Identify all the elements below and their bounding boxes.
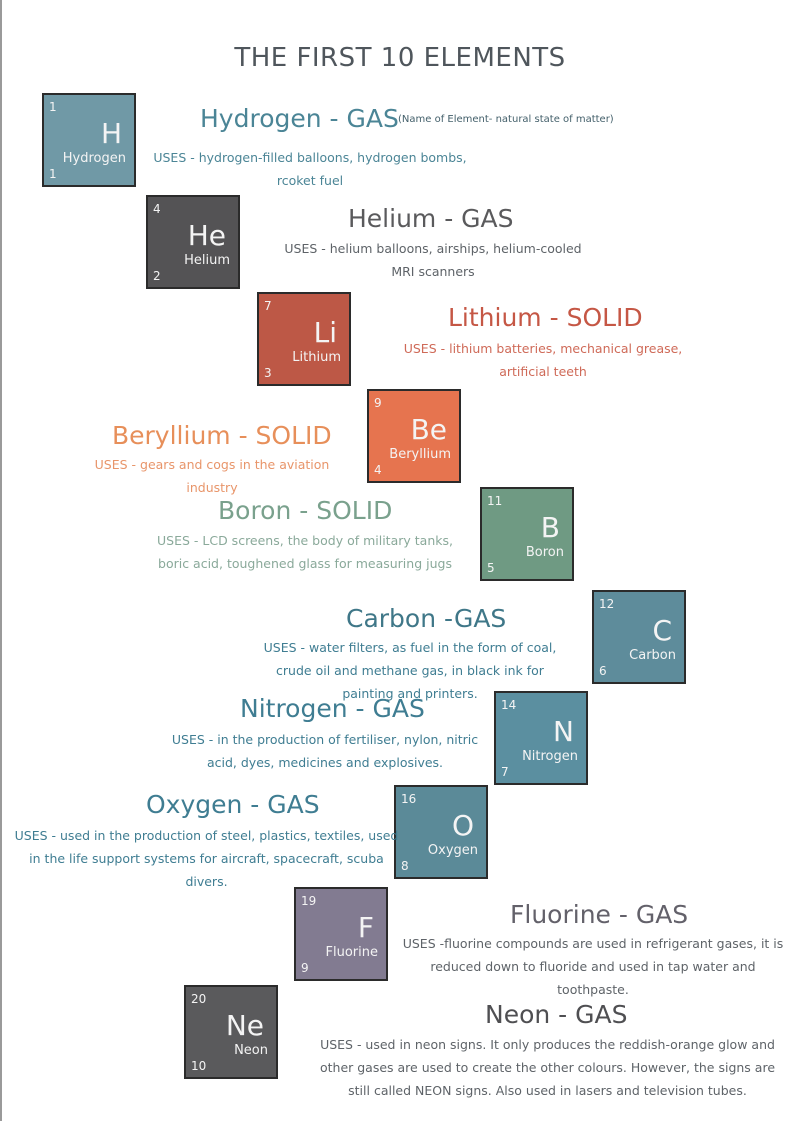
element-heading-neon: Neon - GAS bbox=[485, 1000, 628, 1029]
atomic-number: 6 bbox=[599, 664, 607, 678]
element-tile-lithium: 7 Li Lithium 3 bbox=[257, 292, 351, 386]
element-uses-fluorine: USES -fluorine compounds are used in ref… bbox=[402, 936, 784, 997]
element-symbol: H bbox=[100, 117, 122, 150]
element-name: Hydrogen bbox=[62, 151, 126, 166]
atomic-number: 8 bbox=[401, 859, 409, 873]
element-tile-helium: 4 He Helium 2 bbox=[146, 195, 240, 289]
mass-number: 9 bbox=[374, 396, 382, 410]
atomic-number: 4 bbox=[374, 463, 382, 477]
atomic-number: 10 bbox=[191, 1059, 207, 1073]
element-name: Nitrogen bbox=[522, 749, 578, 764]
element-tile-beryllium: 9 Be Beryllium 4 bbox=[367, 389, 461, 483]
element-symbol: O bbox=[451, 809, 474, 842]
element-symbol: C bbox=[652, 614, 672, 647]
element-tile-nitrogen: 14 N Nitrogen 7 bbox=[494, 691, 588, 785]
mass-number: 1 bbox=[49, 100, 57, 114]
mass-number: 11 bbox=[487, 494, 503, 508]
mass-number: 14 bbox=[501, 698, 517, 712]
atomic-number: 2 bbox=[153, 269, 161, 283]
element-heading-hydrogen: Hydrogen - GAS bbox=[200, 104, 399, 133]
element-uses-beryllium: USES - gears and cogs in the aviation in… bbox=[94, 457, 330, 495]
element-uses-neon: USES - used in neon signs. It only produ… bbox=[319, 1037, 776, 1098]
atomic-number: 9 bbox=[301, 961, 309, 975]
element-uses-boron: USES - LCD screens, the body of military… bbox=[157, 533, 453, 571]
element-heading-carbon: Carbon -GAS bbox=[346, 604, 507, 633]
element-heading-fluorine: Fluorine - GAS bbox=[510, 900, 689, 929]
element-name: Boron bbox=[525, 545, 564, 560]
element-heading-lithium: Lithium - SOLID bbox=[448, 303, 643, 332]
element-name: Carbon bbox=[629, 648, 676, 663]
element-name: Neon bbox=[234, 1043, 268, 1058]
element-uses-nitrogen: USES - in the production of fertiliser, … bbox=[171, 732, 479, 770]
element-heading-helium: Helium - GAS bbox=[348, 204, 514, 233]
element-name: Beryllium bbox=[389, 447, 451, 462]
mass-number: 16 bbox=[401, 792, 417, 806]
mass-number: 4 bbox=[153, 202, 161, 216]
mass-number: 7 bbox=[264, 299, 272, 313]
legend-note: (Name of Element- natural state of matte… bbox=[398, 114, 614, 125]
element-symbol: B bbox=[540, 511, 560, 544]
element-tile-oxygen: 16 O Oxygen 8 bbox=[394, 785, 488, 879]
element-symbol: He bbox=[187, 219, 226, 252]
element-uses-helium: USES - helium balloons, airships, helium… bbox=[284, 241, 582, 279]
page-title: THE FIRST 10 ELEMENTS bbox=[234, 43, 566, 74]
atomic-number: 3 bbox=[264, 366, 272, 380]
mass-number: 19 bbox=[301, 894, 317, 908]
element-tile-neon: 20 Ne Neon 10 bbox=[184, 985, 278, 1079]
element-uses-carbon: USES - water filters, as fuel in the for… bbox=[263, 640, 557, 701]
element-uses-oxygen: USES - used in the production of steel, … bbox=[14, 828, 399, 889]
element-uses-lithium: USES - lithium batteries, mechanical gre… bbox=[403, 341, 683, 379]
element-heading-beryllium: Beryllium - SOLID bbox=[112, 421, 332, 450]
element-symbol: N bbox=[553, 715, 574, 748]
element-name: Helium bbox=[184, 253, 230, 268]
element-uses-hydrogen: USES - hydrogen-filled balloons, hydroge… bbox=[153, 150, 467, 188]
mass-number: 20 bbox=[191, 992, 207, 1006]
atomic-number: 7 bbox=[501, 765, 509, 779]
element-symbol: Be bbox=[410, 413, 447, 446]
element-name: Oxygen bbox=[427, 843, 478, 858]
mass-number: 12 bbox=[599, 597, 615, 611]
element-tile-carbon: 12 C Carbon 6 bbox=[592, 590, 686, 684]
element-heading-oxygen: Oxygen - GAS bbox=[146, 790, 320, 819]
element-heading-boron: Boron - SOLID bbox=[218, 496, 393, 525]
atomic-number: 1 bbox=[49, 167, 57, 181]
element-symbol: F bbox=[357, 911, 374, 944]
element-name: Fluorine bbox=[325, 945, 378, 960]
element-tile-hydrogen: 1 H Hydrogen 1 bbox=[42, 93, 136, 187]
element-tile-boron: 11 B Boron 5 bbox=[480, 487, 574, 581]
page-edge bbox=[0, 0, 2, 1121]
atomic-number: 5 bbox=[487, 561, 495, 575]
element-symbol: Ne bbox=[225, 1009, 264, 1042]
element-symbol: Li bbox=[313, 316, 337, 349]
element-name: Lithium bbox=[292, 350, 341, 365]
element-heading-nitrogen: Nitrogen - GAS bbox=[240, 694, 425, 723]
element-tile-fluorine: 19 F Fluorine 9 bbox=[294, 887, 388, 981]
